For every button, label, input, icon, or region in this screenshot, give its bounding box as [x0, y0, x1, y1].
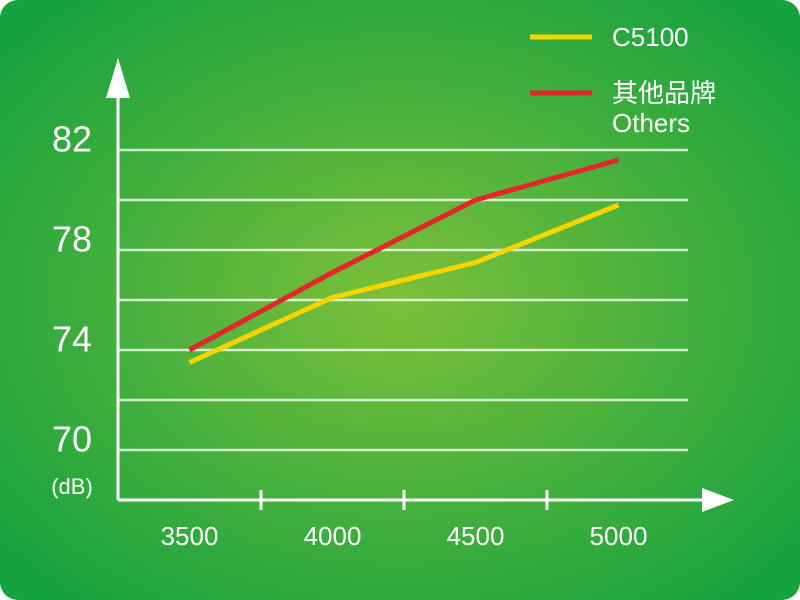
y-axis-arrow [106, 58, 130, 98]
x-tick-label: 4500 [447, 521, 505, 551]
y-unit: (dB) [51, 474, 93, 499]
x-axis-arrow [702, 488, 734, 512]
y-tick-label: 82 [52, 119, 92, 160]
y-tick-label: 74 [52, 319, 92, 360]
x-tick-label: 5000 [590, 521, 648, 551]
legend-label: C5100 [612, 22, 689, 52]
y-tick-label: 78 [52, 219, 92, 260]
legend-label: 其他品牌 Others [612, 78, 717, 138]
x-tick-label: 4000 [304, 521, 362, 551]
series-line [188, 157, 620, 353]
y-tick-label: 70 [52, 419, 92, 460]
x-tick-label: 3500 [161, 521, 219, 551]
series-line [188, 202, 620, 365]
